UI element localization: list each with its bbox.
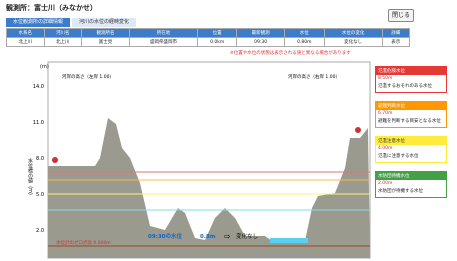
info-table: 水系名河川名観測所名所在地位置最新観測水位水位の変化詳細北上川北上川富士見盛岡県… [6,28,410,47]
header-cell: 水系名 [7,29,45,38]
y-tick-label: 11.0 [33,120,44,126]
close-button[interactable]: 閉じる [388,9,414,22]
person-icon [52,157,58,163]
water [270,238,308,243]
header-cell: 水位 [284,29,324,38]
y-axis-label: 水位標の値（m） [27,157,33,197]
level-value: 2.00m [376,180,446,187]
level-desc: 氾濫に注意する水位 [376,152,446,162]
y-tick-label: 14.0 [33,84,44,90]
cell: 0.80m [284,38,324,47]
tab-active[interactable]: 水位観測所の詳細情報 [6,18,70,27]
title: 観測所：富士川（みなかせ） [6,3,97,13]
level-name: 氾濫危険水位 [376,67,446,75]
right-bank-label: 河岸の高さ（右岸 1.00） [288,73,340,80]
cell: 北上川 [44,38,82,47]
header-cell: 水位の変化 [324,29,382,38]
header-cell: 最新観測 [237,29,285,38]
level-desc: 避難を判断する目安となる水位 [376,117,446,127]
header-cell: 河川名 [44,29,82,38]
header-row: 水系名河川名観測所名所在地位置最新観測水位水位の変化詳細 [7,29,410,38]
zero-label: 水位計のゼロ点高 0.000m [56,239,111,246]
y-tick-label: 5.0 [36,192,44,198]
cell: 富士見 [82,38,130,47]
change: 変化なし [236,232,258,240]
current-label: 09:30の水位 [148,232,183,240]
level-value: 6.70m [376,110,446,117]
arrow: ⇨ [224,232,231,241]
level-value: 8.50m [376,75,446,82]
header-cell: 詳細 [382,29,409,38]
tab[interactable]: 河川の水位の経時変化 [72,18,136,27]
table: 水系名河川名観測所名所在地位置最新観測水位水位の変化詳細北上川北上川富士見盛岡県… [6,28,410,47]
level-desc: 水防団が待機する水位 [376,187,446,197]
page: 観測所：富士川（みなかせ） 閉じる 水位観測所の詳細情報 河川の水位の経時変化 … [0,0,457,261]
y-tick-label: 2.0 [36,228,44,234]
unit: (m) [40,64,49,70]
cell: 変化なし [324,38,382,47]
level-name: 避難判断水位 [376,102,446,110]
current-value: 0.8m [200,234,216,240]
left-bank-label: 河岸の高さ（左岸 1.00） [62,73,114,80]
level-name: 水防団待機水位 [376,172,446,180]
level-desc: 氾濫するおそれのある水位 [376,82,446,92]
cell: 09:30 [237,38,285,47]
cell: 盛岡県盛岡市 [129,38,197,47]
header-cell: 所在地 [129,29,197,38]
header-cell: 観測所名 [82,29,130,38]
cell: 表示 [382,38,409,47]
header-cell: 位置 [198,29,237,38]
note: ※位置や水位の状態は表示される値と異なる場合があります [230,50,351,56]
person-icon [355,127,361,133]
level-value: 4.00m [376,145,446,152]
cell: 北上川 [7,38,45,47]
y-tick-label: 8.0 [36,156,44,162]
cell: 0.0km [198,38,237,47]
level-name: 氾濫注意水位 [376,137,446,145]
